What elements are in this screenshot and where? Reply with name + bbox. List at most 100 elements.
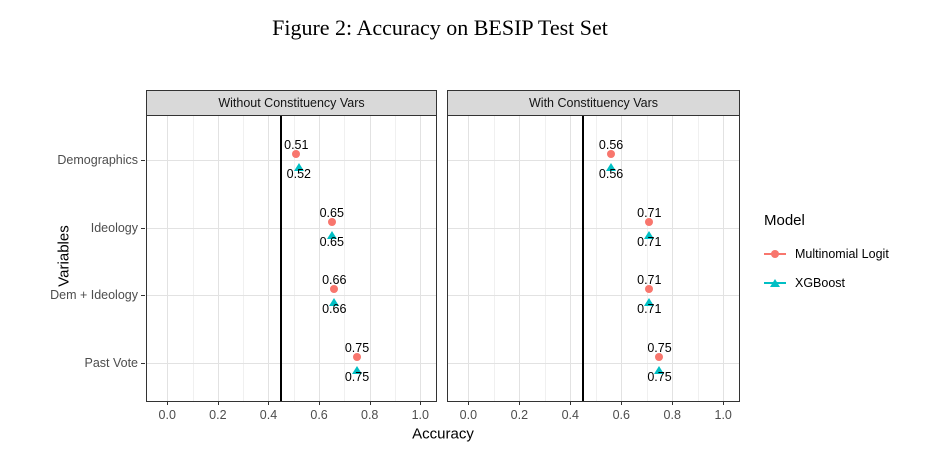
x-tick xyxy=(167,401,169,405)
data-point-label: 0.52 xyxy=(286,166,311,181)
plot-area: 0.0 0.2 0.4 0.6 0.8 1.0 0.56 0.71 0.71 0.75 0.56 0.… xyxy=(447,116,740,422)
x-tick xyxy=(468,401,470,405)
legend-marker-triangle xyxy=(770,279,780,287)
grid-line-minor xyxy=(646,116,648,401)
data-point-label: 0.65 xyxy=(319,205,344,220)
grid-line-minor xyxy=(192,116,194,401)
y-axis-tick-labels: Demographics Ideology Dem + Ideology Past V… xyxy=(0,116,145,402)
grid-line-major xyxy=(268,116,270,401)
data-point-label: 0.71 xyxy=(637,234,662,249)
grid-line-major xyxy=(319,116,321,401)
x-tick xyxy=(723,401,725,405)
x-tick-label: 0.8 xyxy=(663,408,681,422)
grid-line-major xyxy=(147,362,436,364)
data-point-label: 0.75 xyxy=(344,340,370,355)
data-point-triangle xyxy=(644,230,655,239)
reference-line xyxy=(582,116,585,401)
x-tick xyxy=(319,401,321,405)
x-tick-label: 0.6 xyxy=(612,408,630,422)
data-point-label: 0.66 xyxy=(322,302,347,317)
x-tick-label: 0.2 xyxy=(209,408,227,422)
grid-line-minor xyxy=(395,116,396,401)
legend-title: Model xyxy=(764,212,805,229)
data-point-label: 0.56 xyxy=(598,166,624,181)
data-point-label: 0.71 xyxy=(637,302,662,317)
data-point-triangle xyxy=(326,230,337,239)
x-tick-label: 0.4 xyxy=(259,408,278,422)
grid-line-major xyxy=(420,116,422,401)
x-tick xyxy=(420,401,422,405)
x-tick-label: 0.4 xyxy=(561,408,579,422)
x-tick xyxy=(621,401,623,405)
grid-line-major xyxy=(570,116,572,401)
grid-line-major xyxy=(369,116,371,401)
data-point-circle xyxy=(655,352,664,361)
x-tick-label: 0.0 xyxy=(459,408,478,422)
y-tick-label: Ideology xyxy=(90,220,138,235)
x-axis-title: Accuracy xyxy=(412,425,474,443)
x-tick xyxy=(369,401,371,405)
data-point-label: 0.65 xyxy=(319,234,344,249)
data-point-label: 0.75 xyxy=(647,340,672,355)
grid-line-major xyxy=(448,159,739,161)
x-tick-label: 0.6 xyxy=(310,408,328,422)
x-tick xyxy=(217,401,219,405)
data-point-triangle xyxy=(644,298,655,307)
grid-line-major xyxy=(167,116,169,401)
y-tick xyxy=(141,295,145,297)
y-tick xyxy=(141,227,145,229)
data-point-triangle xyxy=(352,365,363,374)
legend-item: Multinomial Logit xyxy=(764,245,932,263)
x-tick xyxy=(672,401,674,405)
figure-title: Figure 2: Accuracy on BESIP Test Set xyxy=(272,15,608,40)
data-point-label: 0.51 xyxy=(284,137,309,152)
plot-area: 0.0 0.2 0.4 0.6 0.8 1.0 0.51 0.65 0.66 0.75 0.52 0.… xyxy=(146,116,437,422)
data-point-circle xyxy=(353,352,362,361)
legend-key-triangle xyxy=(764,274,786,292)
y-tick-label: Past Vote xyxy=(84,355,138,370)
data-point-label: 0.71 xyxy=(637,205,662,220)
legend-item: XGBoost xyxy=(764,274,932,292)
grid-line-major xyxy=(147,159,436,161)
data-point-circle xyxy=(330,285,339,294)
data-point-circle xyxy=(292,149,301,158)
grid-line-major xyxy=(468,116,470,401)
grid-line-minor xyxy=(293,116,295,401)
grid-line-major xyxy=(217,116,219,401)
facet-panel: With Constituency Vars 0.0 0.2 0.4 0.6 0.8 1.0… xyxy=(447,90,740,422)
legend-items: Multinomial Logit XGBoost xyxy=(764,245,932,292)
x-tick-label: 1.0 xyxy=(411,408,429,422)
data-point-label: 0.66 xyxy=(322,273,347,288)
data-point-triangle xyxy=(606,162,617,171)
legend-marker-circle xyxy=(771,250,779,258)
data-point-triangle xyxy=(329,298,340,307)
grid-line-major xyxy=(672,116,674,401)
data-point-circle xyxy=(645,285,654,294)
y-tick-label: Dem + Ideology xyxy=(50,288,138,303)
data-point-circle xyxy=(645,217,654,226)
data-point-label: 0.56 xyxy=(598,137,624,152)
y-tick xyxy=(141,159,145,161)
x-tick-label: 0.8 xyxy=(360,408,379,422)
grid-line-major xyxy=(448,227,739,229)
grid-line-major xyxy=(448,295,739,297)
legend-item-label: Multinomial Logit xyxy=(795,247,889,261)
x-tick xyxy=(570,401,572,405)
legend-key-circle xyxy=(764,245,786,263)
grid-line-major xyxy=(147,227,436,229)
grid-line-major xyxy=(519,116,521,401)
legend: Model Multinomial Logit XGBoost xyxy=(764,212,932,303)
data-point-triangle xyxy=(654,365,665,374)
y-tick-label: Demographics xyxy=(57,152,138,167)
data-point-label: 0.75 xyxy=(647,369,672,384)
facet-strip-label: Without Constituency Vars xyxy=(146,90,437,116)
grid-line-minor xyxy=(344,116,346,401)
grid-line-major xyxy=(448,362,739,364)
grid-line-minor xyxy=(493,116,495,401)
data-point-circle xyxy=(327,217,336,226)
x-tick xyxy=(268,401,270,405)
grid-line-minor xyxy=(544,116,546,401)
x-tick-label: 1.0 xyxy=(714,408,732,422)
legend-item-label: XGBoost xyxy=(795,276,846,290)
